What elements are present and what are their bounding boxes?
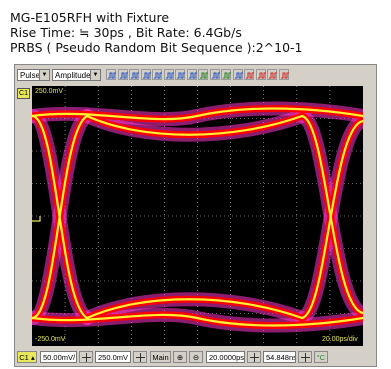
- trigger-level-marker: [32, 216, 41, 222]
- duty-button[interactable]: [163, 69, 174, 80]
- status-bar: C1 ▴ 50.00mV/ 250.0mV Main ⊕ ⊖ 20.0000ps…: [15, 349, 377, 365]
- delete-all-button[interactable]: [255, 69, 266, 80]
- caption-line-1: MG-E105RFH with Fixture: [10, 10, 170, 25]
- cursor-icon: [269, 72, 277, 79]
- vertical-scale-field[interactable]: 50.00mV/: [40, 351, 77, 363]
- pattern-button[interactable]: [278, 69, 289, 80]
- channel-1-marker[interactable]: C1: [17, 88, 30, 99]
- eye-trace: [32, 114, 89, 320]
- timescale-field[interactable]: 20.0000ps: [206, 351, 245, 363]
- jitter-button[interactable]: [186, 69, 197, 80]
- delete-button[interactable]: [244, 69, 254, 80]
- waveform-display[interactable]: 250.0mV -250.0mV 20.00ps/div: [32, 86, 363, 346]
- width-button[interactable]: [129, 69, 139, 80]
- eye-trace: [32, 107, 363, 121]
- measure-select-value: Amplitude: [55, 71, 91, 80]
- eye-trace: [300, 119, 363, 320]
- zoom-in-icon: ⊕: [176, 353, 184, 362]
- offset-stepper[interactable]: [133, 351, 147, 363]
- vertical-scale-stepper[interactable]: [79, 351, 93, 363]
- position-stepper[interactable]: [298, 351, 312, 363]
- period-button[interactable]: [140, 69, 151, 80]
- crossing-icon: [211, 72, 220, 79]
- chevron-down-icon: ▼: [39, 70, 49, 80]
- eye-button[interactable]: [198, 69, 208, 80]
- temperature-status: °C: [314, 351, 328, 363]
- caption-line-2: Rise Time: ≒ 30ps , Bit Rate: 6.4Gb/s: [10, 25, 242, 40]
- channel-select-label: C1: [19, 353, 29, 362]
- caption-line-3: PRBS ( Pseudo Random Bit Sequence ):2^10…: [10, 40, 303, 55]
- position-field[interactable]: 54.848ns: [263, 351, 296, 363]
- histogram-icon: [223, 72, 231, 79]
- duty-icon: [165, 72, 174, 79]
- width-icon: [131, 72, 139, 79]
- freq-button[interactable]: [152, 69, 162, 80]
- timebase-main-button[interactable]: Main: [150, 351, 171, 363]
- rise-icon: [108, 72, 116, 79]
- eye-trace: [32, 313, 363, 327]
- pattern-icon: [280, 72, 289, 79]
- overshoot-button[interactable]: [175, 69, 185, 80]
- eye-trace: [85, 114, 304, 136]
- eye-trace: [85, 298, 304, 320]
- measure-select[interactable]: Amplitude ▼: [52, 69, 101, 81]
- offset-field[interactable]: 250.0mV: [95, 351, 131, 363]
- cursor-button[interactable]: [267, 69, 277, 80]
- zoom-in-button[interactable]: ⊕: [173, 351, 187, 363]
- measure-toolbar: Pulse ▼ Amplitude ▼: [15, 67, 365, 83]
- fall-button[interactable]: [117, 69, 128, 80]
- zoom-out-icon: ⊖: [192, 353, 200, 362]
- rise-button[interactable]: [106, 69, 116, 80]
- delete-icon: [246, 72, 254, 79]
- time-scale-label: 20.00ps/div: [322, 336, 358, 343]
- channel-select-button[interactable]: C1 ▴: [17, 351, 37, 363]
- eye-trace: [32, 114, 89, 320]
- overshoot-icon: [177, 72, 185, 79]
- histogram-button[interactable]: [221, 69, 231, 80]
- mask-icon: [234, 72, 243, 79]
- vertical-bottom-label: -250.0mV: [35, 336, 66, 343]
- eye-icon: [200, 72, 208, 79]
- timescale-stepper[interactable]: [247, 351, 261, 363]
- eye-diagram: [32, 86, 363, 346]
- fall-icon: [119, 72, 128, 79]
- delete-all-icon: [257, 72, 266, 79]
- crossing-button[interactable]: [209, 69, 220, 80]
- jitter-icon: [188, 72, 197, 79]
- mode-select[interactable]: Pulse ▼: [17, 69, 50, 81]
- chevron-down-icon: ▼: [90, 70, 100, 80]
- mode-select-value: Pulse: [20, 71, 41, 80]
- period-icon: [142, 72, 151, 79]
- freq-icon: [154, 72, 162, 79]
- vertical-top-label: 250.0mV: [35, 88, 64, 95]
- zoom-out-button[interactable]: ⊖: [189, 351, 203, 363]
- mask-button[interactable]: [232, 69, 243, 80]
